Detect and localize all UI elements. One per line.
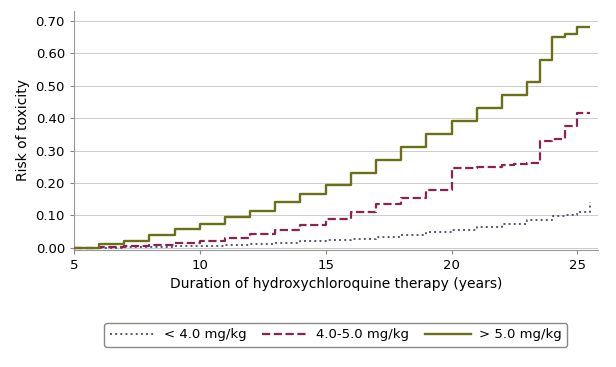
X-axis label: Duration of hydroxychloroquine therapy (years): Duration of hydroxychloroquine therapy (… bbox=[169, 277, 502, 291]
Legend: < 4.0 mg/kg, 4.0-5.0 mg/kg, > 5.0 mg/kg: < 4.0 mg/kg, 4.0-5.0 mg/kg, > 5.0 mg/kg bbox=[104, 323, 567, 346]
Y-axis label: Risk of toxicity: Risk of toxicity bbox=[16, 79, 30, 181]
